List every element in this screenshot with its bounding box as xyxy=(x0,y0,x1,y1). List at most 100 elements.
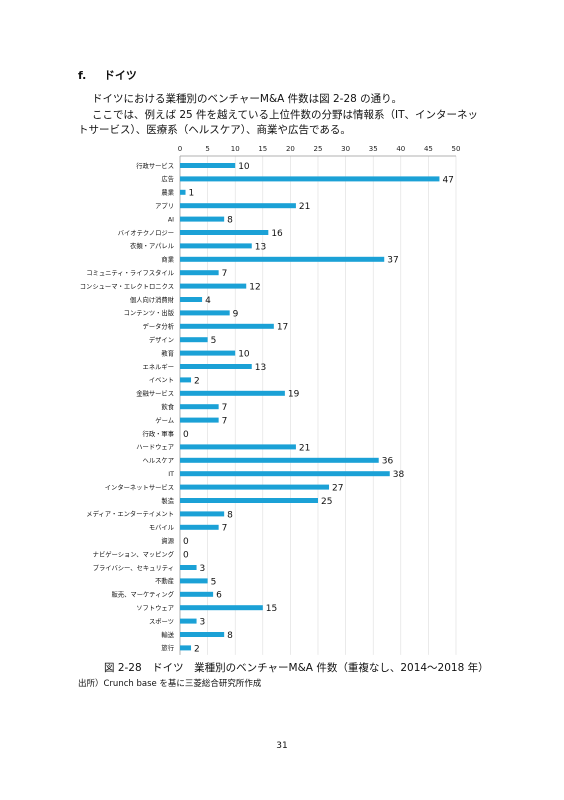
data-label: 7 xyxy=(222,269,228,279)
data-label: 7 xyxy=(222,524,228,534)
category-label: 個人向け消費財 xyxy=(130,295,175,304)
bar xyxy=(180,591,214,597)
bar xyxy=(180,484,330,490)
figure-source: 出所）Crunch base を基に三菱総合研究所作成 xyxy=(78,679,262,689)
bar xyxy=(180,417,219,423)
data-label: 8 xyxy=(227,216,233,226)
bar xyxy=(180,297,203,302)
category-label: 広告 xyxy=(161,174,174,183)
bar xyxy=(180,189,186,195)
category-label: プライバシー、セキュリティ xyxy=(93,564,174,572)
category-label: バイオテクノロジー xyxy=(118,229,174,237)
x-tick-label: 20 xyxy=(286,145,295,153)
data-label: 6 xyxy=(216,591,222,601)
category-label: デザイン xyxy=(149,335,174,344)
data-label: 3 xyxy=(200,564,206,574)
category-label: メディア・エンターテイメント xyxy=(86,509,174,518)
page-number: 31 xyxy=(276,741,288,751)
bar xyxy=(180,216,225,222)
category-label: インターネットサービス xyxy=(105,482,174,491)
data-label: 38 xyxy=(393,470,405,480)
x-tick-label: 15 xyxy=(258,145,267,153)
data-label: 12 xyxy=(249,283,260,293)
category-label: 不動産 xyxy=(155,576,174,585)
data-label: 13 xyxy=(255,363,266,373)
bar xyxy=(180,243,252,249)
data-label: 5 xyxy=(211,577,217,587)
data-label: 15 xyxy=(266,604,277,614)
data-label: 19 xyxy=(288,390,300,400)
data-label: 9 xyxy=(233,309,239,319)
bar xyxy=(180,176,440,182)
bar xyxy=(180,444,296,450)
category-label: ゲーム xyxy=(155,415,174,424)
bar xyxy=(180,310,230,316)
category-label: スポーツ xyxy=(149,617,174,625)
data-label: 2 xyxy=(194,376,200,386)
x-tick-label: 35 xyxy=(369,145,378,153)
category-label: 商業 xyxy=(161,255,174,264)
category-label: コンテンツ・出版 xyxy=(124,308,175,317)
bar xyxy=(180,203,296,209)
x-tick-label: 40 xyxy=(396,145,405,153)
x-tick-label: 5 xyxy=(205,145,209,153)
category-label: コンシューマ・エレクトロニクス xyxy=(80,282,174,290)
bar xyxy=(180,632,225,637)
data-label: 7 xyxy=(222,403,228,413)
bar xyxy=(180,270,219,276)
paragraph-1: ドイツにおける業種別のベンチャーM&A 件数は図 2-28 の通り。 xyxy=(92,93,402,105)
x-tick-label: 45 xyxy=(424,145,433,153)
data-label: 8 xyxy=(227,510,233,520)
bar xyxy=(180,457,379,463)
category-label: 販売、マーケティング xyxy=(112,590,175,599)
bar xyxy=(180,524,219,530)
x-tick-label: 30 xyxy=(341,145,350,153)
data-label: 2 xyxy=(194,644,200,654)
x-tick-label: 50 xyxy=(452,145,461,153)
bar xyxy=(180,565,197,570)
category-label: 輸送 xyxy=(161,630,174,639)
category-label: 行政・軍事 xyxy=(143,429,175,438)
bar xyxy=(180,323,274,329)
data-label: 21 xyxy=(299,202,310,212)
data-label: 7 xyxy=(222,417,228,427)
x-tick-label: 25 xyxy=(314,145,323,153)
x-tick-label: 10 xyxy=(231,145,240,153)
category-label: 資源 xyxy=(161,536,174,545)
data-label: 27 xyxy=(332,484,343,494)
data-label: 10 xyxy=(238,350,250,360)
category-label: AI xyxy=(168,216,174,223)
data-label: 17 xyxy=(277,323,288,333)
bar xyxy=(180,230,269,235)
category-label: 旅行 xyxy=(161,643,174,652)
category-label: エネルギー xyxy=(143,363,174,371)
data-label: 8 xyxy=(227,631,233,641)
category-label: 飲食 xyxy=(161,402,174,411)
section-title: ドイツ xyxy=(103,69,137,82)
category-label: 金融サービス xyxy=(136,389,174,398)
category-label: 教育 xyxy=(161,348,174,357)
section-number: f. xyxy=(78,69,87,82)
category-label: IT xyxy=(168,471,174,478)
data-label: 13 xyxy=(255,242,266,252)
bar xyxy=(180,256,385,262)
data-label: 1 xyxy=(189,189,195,199)
data-label: 47 xyxy=(442,175,453,185)
bar xyxy=(180,511,225,517)
data-label: 36 xyxy=(382,457,394,467)
category-label: ヘルスケア xyxy=(143,457,174,465)
data-label: 37 xyxy=(387,256,398,266)
bar xyxy=(180,364,252,369)
data-label: 0 xyxy=(183,551,189,561)
data-label: 3 xyxy=(200,618,206,628)
data-label: 0 xyxy=(183,537,189,547)
bar xyxy=(180,350,236,356)
bar xyxy=(180,283,247,289)
category-label: モバイル xyxy=(149,524,174,532)
bar xyxy=(180,390,285,396)
category-label: データ分析 xyxy=(143,322,175,331)
data-label: 25 xyxy=(321,497,332,507)
bar xyxy=(180,337,208,343)
bar xyxy=(180,645,192,651)
